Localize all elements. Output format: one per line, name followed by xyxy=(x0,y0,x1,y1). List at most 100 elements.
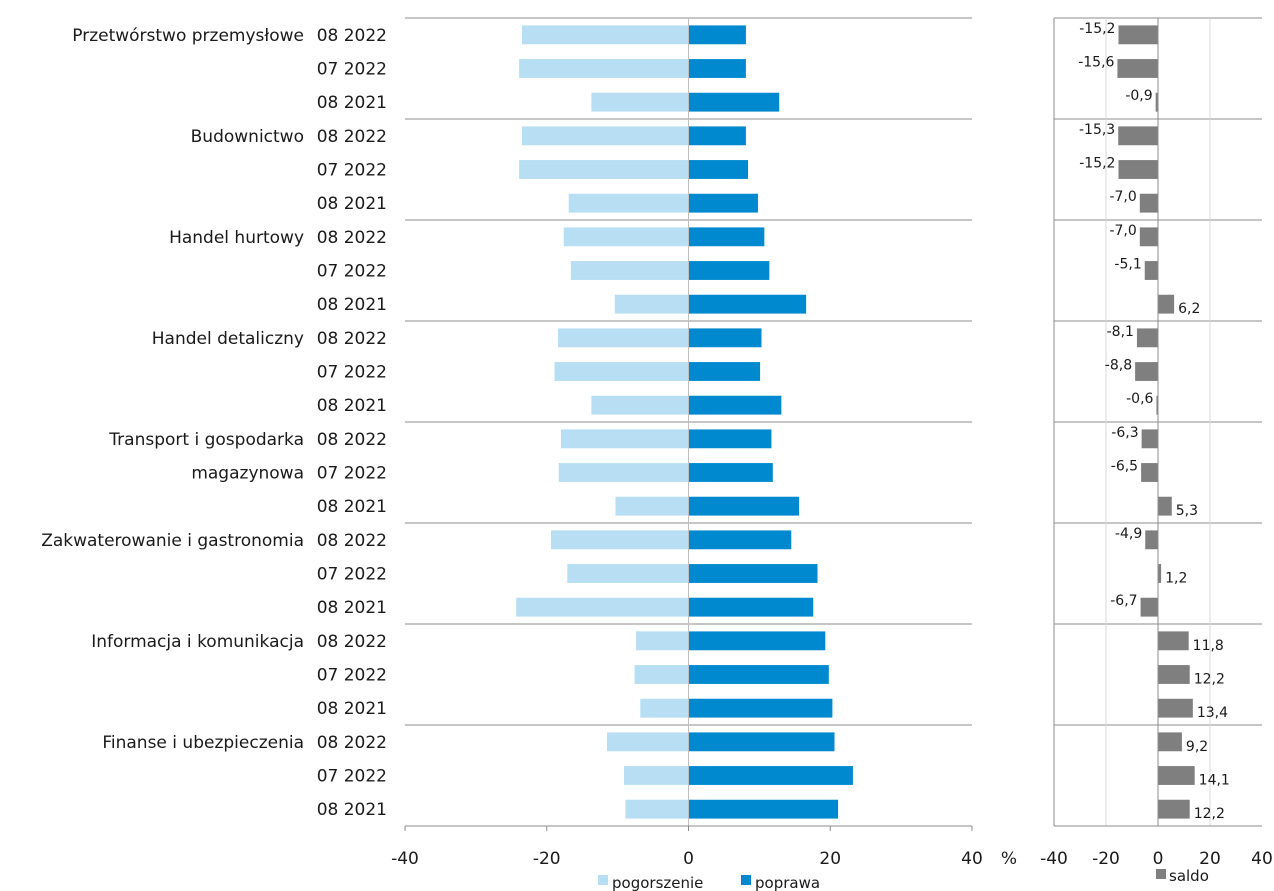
bar-pogorszenie xyxy=(519,59,689,78)
bar-pogorszenie xyxy=(558,463,689,482)
bar-pogorszenie xyxy=(625,799,689,819)
bar-poprawa xyxy=(688,665,829,684)
bar-poprawa xyxy=(688,597,814,617)
x-tick-label: 20 xyxy=(819,849,841,869)
group-label: Transport i gospodarka xyxy=(108,430,304,450)
bar-saldo xyxy=(1158,564,1162,583)
bar-pogorszenie xyxy=(640,698,689,718)
bar-pogorszenie xyxy=(560,429,689,449)
axes xyxy=(404,18,1262,831)
saldo-data-label: -7,0 xyxy=(1109,189,1136,205)
period-label: 07 2022 xyxy=(317,666,387,686)
period-label: 07 2022 xyxy=(317,60,387,80)
legend-main: pogorszenie poprawa xyxy=(598,874,820,891)
bar-saldo xyxy=(1158,799,1190,819)
period-label: 07 2022 xyxy=(317,565,387,585)
saldo-data-label: -5,1 xyxy=(1114,257,1141,273)
bar-pogorszenie xyxy=(568,193,689,213)
bar-saldo xyxy=(1155,92,1158,112)
bar-saldo xyxy=(1141,463,1158,482)
period-label: 08 2022 xyxy=(317,430,387,450)
saldo-tick-label: -20 xyxy=(1092,849,1120,869)
bar-poprawa xyxy=(688,328,762,348)
bar-saldo xyxy=(1158,732,1182,752)
bar-poprawa xyxy=(688,530,792,550)
bar-poprawa xyxy=(688,362,761,381)
period-label: 08 2021 xyxy=(317,497,387,517)
saldo-data-label: -6,5 xyxy=(1111,459,1138,475)
bar-pogorszenie xyxy=(591,92,689,112)
saldo-data-label: -15,6 xyxy=(1078,55,1114,71)
saldo-tick-label: 20 xyxy=(1199,849,1221,869)
x-tick-label: 0 xyxy=(683,849,694,869)
bar-poprawa xyxy=(688,294,807,314)
bar-pogorszenie xyxy=(614,294,689,314)
saldo-data-label: -6,3 xyxy=(1111,425,1138,441)
saldo-tick-label: 0 xyxy=(1153,849,1164,869)
period-label: 08 2021 xyxy=(317,699,387,719)
bar-poprawa xyxy=(688,160,749,179)
period-label: 08 2022 xyxy=(317,531,387,551)
bar-pogorszenie xyxy=(521,25,689,45)
bar-saldo xyxy=(1136,328,1158,348)
bar-saldo xyxy=(1139,227,1158,247)
period-label: 07 2022 xyxy=(317,262,387,282)
legend-saldo: saldo xyxy=(1156,867,1209,885)
period-label: 08 2021 xyxy=(317,396,387,416)
bar-pogorszenie xyxy=(636,631,689,651)
bar-saldo xyxy=(1158,294,1175,314)
bar-poprawa xyxy=(688,25,746,45)
bar-pogorszenie xyxy=(570,261,689,280)
group-label: Handel detaliczny xyxy=(152,329,304,349)
bar-saldo xyxy=(1135,362,1158,381)
group-separators xyxy=(405,17,1262,726)
legend-swatch-poprawa xyxy=(741,875,751,885)
saldo-tick-label: -40 xyxy=(1040,849,1068,869)
period-label: 08 2021 xyxy=(317,295,387,315)
bar-pogorszenie xyxy=(519,160,689,179)
x-tick-label: -40 xyxy=(391,849,419,869)
main-bars xyxy=(516,25,853,819)
period-label: 07 2022 xyxy=(317,767,387,787)
bar-poprawa xyxy=(688,463,773,482)
group-label: Budownictwo xyxy=(191,127,304,147)
saldo-bars: -15,2 -15,6 -0,9 -15,3 -15,2 -7,0 -7,0 -5,1 6,2 -… xyxy=(1078,21,1230,822)
saldo-data-label: -15,2 xyxy=(1079,21,1115,37)
bar-pogorszenie xyxy=(615,496,689,516)
bar-saldo xyxy=(1118,126,1158,146)
bar-poprawa xyxy=(688,564,818,583)
saldo-data-label: -6,7 xyxy=(1110,593,1137,609)
bar-saldo xyxy=(1117,59,1158,78)
period-label: 08 2022 xyxy=(317,26,387,46)
saldo-data-label: -15,3 xyxy=(1079,122,1115,138)
bar-poprawa xyxy=(688,496,800,516)
period-label: 08 2022 xyxy=(317,228,387,248)
period-label: 08 2021 xyxy=(317,800,387,820)
group-label: Przetwórstwo przemysłowe xyxy=(72,26,304,46)
saldo-data-label: -0,6 xyxy=(1126,391,1153,407)
bar-poprawa xyxy=(688,193,758,213)
bar-saldo xyxy=(1158,766,1195,785)
category-labels: 08 2022 07 2022 08 2021 Przetwórstwo przemy… xyxy=(41,26,387,820)
saldo-data-label: -15,2 xyxy=(1079,156,1115,172)
bar-pogorszenie xyxy=(558,328,689,348)
period-label: 07 2022 xyxy=(317,161,387,181)
saldo-data-label: 5,3 xyxy=(1176,503,1198,519)
saldo-data-label: 11,8 xyxy=(1193,638,1224,654)
bar-poprawa xyxy=(688,261,770,280)
x-tick-label: 40 xyxy=(961,849,983,869)
bar-pogorszenie xyxy=(521,126,689,146)
bar-saldo xyxy=(1156,395,1158,415)
bar-saldo xyxy=(1118,25,1158,45)
group-label: magazynowa xyxy=(191,464,304,484)
legend-label-pogorszenie: pogorszenie xyxy=(612,874,703,891)
bar-poprawa xyxy=(688,732,835,752)
period-label: 08 2022 xyxy=(317,632,387,652)
group-label: Finanse i ubezpieczenia xyxy=(102,733,304,753)
period-label: 07 2022 xyxy=(317,464,387,484)
saldo-data-label: 14,1 xyxy=(1199,773,1230,789)
saldo-data-label: -0,9 xyxy=(1125,88,1152,104)
bar-poprawa xyxy=(688,429,772,449)
bar-pogorszenie xyxy=(606,732,689,752)
period-label: 08 2021 xyxy=(317,194,387,214)
